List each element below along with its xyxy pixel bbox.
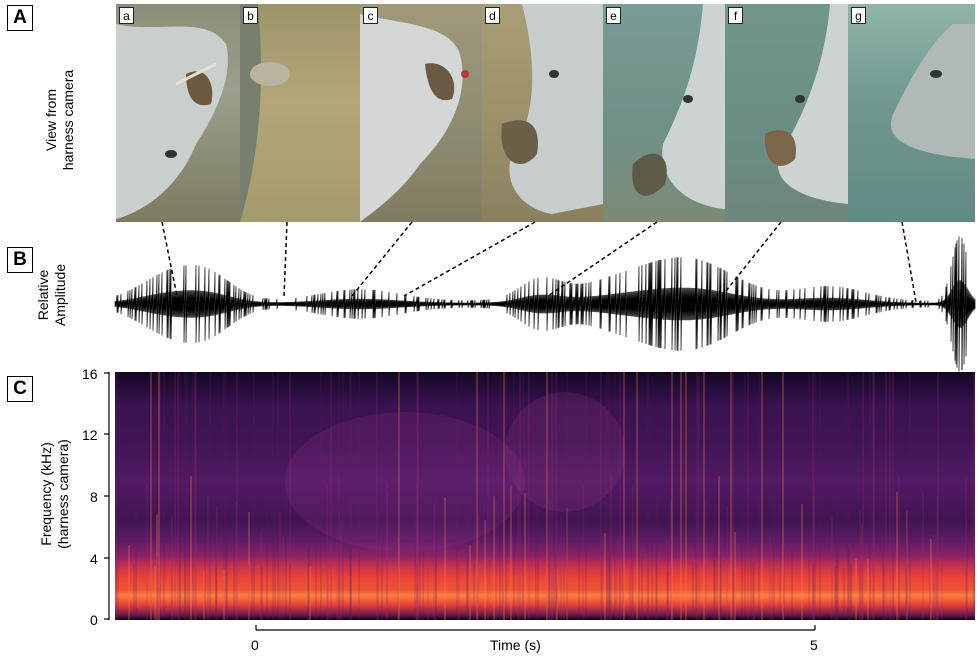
connector-e bbox=[547, 221, 658, 297]
dolphin-head-image bbox=[360, 14, 469, 222]
time-axis bbox=[255, 625, 816, 631]
time-tick-label-5: 5 bbox=[810, 637, 818, 653]
connector-c bbox=[351, 221, 413, 297]
photo-frame-d: d bbox=[482, 4, 603, 222]
connector-b bbox=[283, 221, 288, 297]
panel-label-b: B bbox=[7, 247, 33, 273]
spectrogram bbox=[115, 372, 975, 620]
spectrogram-y-axis bbox=[104, 372, 110, 620]
photo-tag-e: e bbox=[606, 7, 621, 24]
y-tick-label-8: 8 bbox=[90, 489, 98, 505]
connector-a bbox=[161, 221, 178, 297]
panel-label-c: C bbox=[7, 376, 33, 402]
y-tick-label-0: 0 bbox=[90, 612, 98, 628]
spectrogram-texture bbox=[115, 372, 975, 620]
photo-tag-b: b bbox=[243, 7, 258, 24]
photo-frame-e: e bbox=[603, 4, 725, 222]
photo-frame-c: c bbox=[360, 4, 482, 222]
photo-to-waveform-connectors bbox=[161, 221, 917, 303]
photo-tag-c: c bbox=[363, 7, 378, 24]
photo-frame-f: f bbox=[725, 4, 848, 222]
fish-image bbox=[240, 4, 290, 222]
photo-tag-d: d bbox=[485, 7, 500, 24]
dolphin-head-image bbox=[764, 4, 848, 204]
panel-label-a: A bbox=[7, 5, 33, 31]
photo-frame-a: a bbox=[116, 4, 240, 222]
photo-frame-g: g bbox=[848, 4, 975, 222]
y-tick-label-12: 12 bbox=[82, 427, 98, 443]
connector-g bbox=[901, 221, 917, 303]
connector-d bbox=[403, 221, 536, 297]
connector-f bbox=[721, 221, 782, 297]
y-tick-label-4: 4 bbox=[90, 551, 98, 567]
amplitude-waveform bbox=[114, 236, 976, 372]
time-axis-label: Time (s) bbox=[490, 637, 541, 653]
waveform-and-connectors bbox=[114, 221, 976, 372]
dolphin-head-image bbox=[116, 24, 228, 219]
y-tick-label-16: 16 bbox=[82, 366, 98, 382]
dolphin-head-image bbox=[890, 24, 975, 159]
photo-frame-b: b bbox=[240, 4, 360, 222]
photo-tag-f: f bbox=[728, 7, 743, 24]
photo-tag-g: g bbox=[851, 7, 866, 24]
photo-tag-a: a bbox=[119, 7, 134, 24]
time-tick-label-0: 0 bbox=[251, 637, 259, 653]
dolphin-head-image bbox=[501, 4, 603, 214]
dolphin-head-image bbox=[632, 4, 725, 209]
